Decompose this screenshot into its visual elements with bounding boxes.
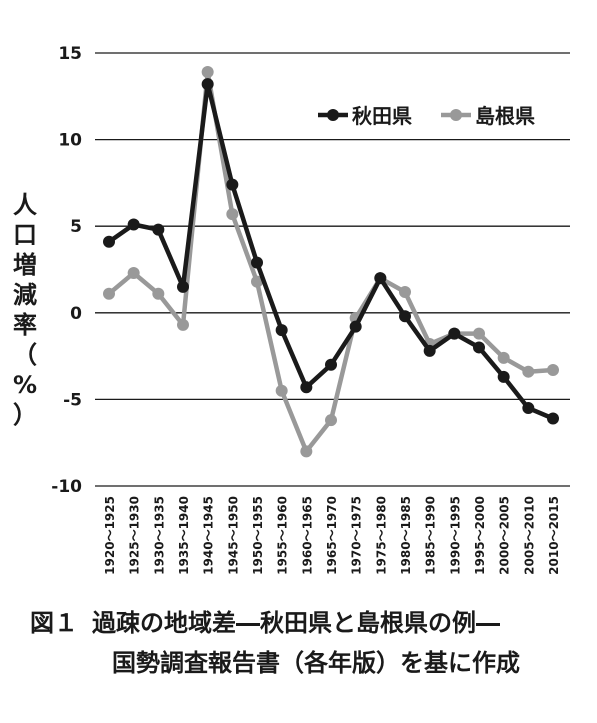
series-lines (103, 66, 559, 458)
data-point (374, 272, 387, 285)
data-point (349, 320, 362, 333)
x-tick-label: 1930～1935 (152, 496, 166, 575)
y-axis-label-char: 減 (13, 281, 37, 309)
data-point (226, 208, 239, 221)
figure-caption: 図１ 過疎の地域差―秋田県と島根県の例― 国勢調査報告書（各年版）を基に作成 (30, 603, 590, 683)
data-point (251, 275, 263, 288)
data-point (127, 218, 140, 231)
x-tick-label: 1950～1955 (251, 496, 265, 575)
y-tick-label: 0 (70, 304, 82, 324)
y-axis-label-char: （ (13, 341, 37, 369)
x-tick-label: 1920～1925 (103, 496, 117, 575)
data-point (103, 287, 115, 300)
x-tick-label: 1970～1975 (350, 496, 364, 575)
y-tick-label: -5 (63, 390, 82, 410)
y-axis-label: 人口増減率（%） (12, 190, 38, 430)
y-tick-label: 15 (58, 44, 82, 64)
data-point (497, 351, 510, 364)
data-point (325, 358, 337, 371)
legend-marker (327, 109, 339, 121)
legend-label: 島根県 (475, 104, 535, 128)
data-point (522, 365, 535, 378)
y-tick-label: 10 (58, 131, 82, 151)
data-point (448, 327, 461, 340)
x-tick-label: 1955～1960 (276, 496, 290, 575)
x-tick-label: 1975～1980 (374, 496, 388, 575)
x-tick-label: 1960～1965 (300, 496, 314, 575)
caption-line-2: 国勢調査報告書（各年版）を基に作成 (112, 649, 520, 677)
y-axis: 15 10 5 0 -5 -10 (51, 44, 82, 497)
y-axis-label-char: ） (13, 401, 37, 429)
x-tick-label: 1990～1995 (448, 496, 462, 575)
y-axis-label-char: 人 (13, 191, 37, 219)
data-point (522, 402, 535, 415)
caption-title: 過疎の地域差―秋田県と島根県の例― (92, 609, 500, 637)
data-point (152, 223, 165, 236)
series-line (107, 69, 554, 454)
y-tick-label: 5 (70, 217, 82, 237)
data-point (399, 310, 411, 323)
x-tick-label: 2010～2015 (547, 496, 561, 575)
y-tick-label: -10 (51, 477, 82, 497)
data-point (251, 256, 263, 269)
data-point (497, 370, 510, 383)
data-point (152, 287, 165, 300)
data-point (300, 445, 313, 458)
legend-label: 秋田県 (352, 104, 412, 128)
figure-number: 図１ (30, 609, 78, 637)
data-point (423, 344, 436, 357)
x-tick-label: 1980～1985 (399, 496, 413, 575)
data-point (325, 414, 337, 427)
x-tick-label: 2005～2010 (522, 496, 536, 575)
data-point (177, 280, 189, 293)
data-point (201, 78, 214, 91)
y-axis-label-char: 率 (13, 311, 37, 339)
x-tick-label: 1995～2000 (473, 496, 487, 575)
data-point (177, 318, 189, 331)
x-axis: 1920～1925 1925～1930 1930～1935 1935～1940 1940… (103, 496, 561, 575)
x-tick-label: 1940～1945 (202, 496, 216, 575)
data-point (275, 324, 288, 337)
y-axis-label-char: % (12, 371, 38, 399)
x-tick-label: 1925～1930 (128, 496, 142, 575)
data-point (547, 363, 559, 376)
data-point (103, 235, 115, 248)
caption-line-1: 図１ 過疎の地域差―秋田県と島根県の例― (30, 603, 590, 643)
legend-marker (450, 109, 462, 121)
data-point (473, 327, 485, 340)
data-point (275, 384, 288, 397)
x-tick-label: 2000～2005 (498, 496, 512, 575)
y-axis-label-char: 口 (13, 221, 37, 249)
x-tick-label: 1965～1970 (325, 496, 339, 575)
data-point (399, 286, 411, 299)
data-point (127, 266, 140, 279)
x-tick-label: 1945～1950 (226, 496, 240, 575)
x-tick-label: 1985～1990 (424, 496, 438, 575)
data-point (201, 66, 214, 79)
data-point (300, 381, 313, 394)
data-point (473, 341, 485, 354)
data-point (547, 412, 559, 425)
legend: 秋田県 島根県 (318, 104, 535, 128)
y-axis-label-char: 増 (13, 251, 37, 279)
x-tick-label: 1935～1940 (177, 496, 191, 575)
data-point (226, 178, 239, 191)
